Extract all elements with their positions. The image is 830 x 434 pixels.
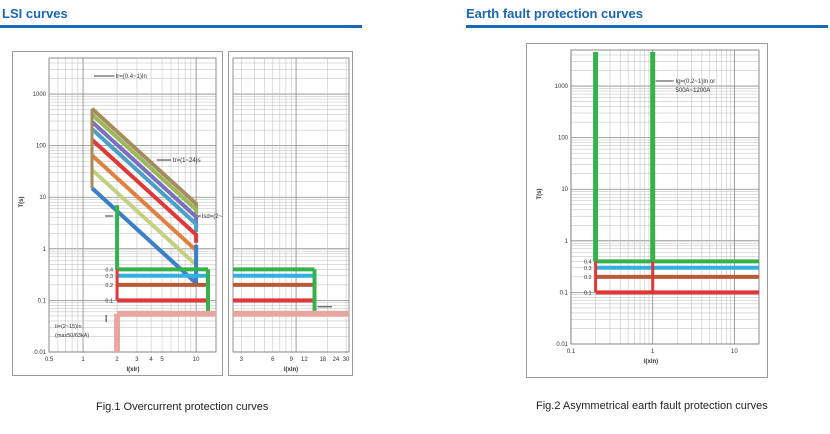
fig2-caption: Fig.2 Asymmetrical earth fault protectio…	[536, 400, 768, 412]
inner-y-label: 0.2	[584, 275, 592, 281]
instantaneous-chart: 3 6 9 12 18 24 30 I(xIn)	[232, 57, 350, 373]
y-tick-label: 1000	[555, 84, 569, 90]
y-tick-label: 100	[36, 144, 47, 150]
x-tick-label: 6	[271, 357, 275, 363]
x-tick-label: 30	[343, 357, 350, 363]
x-tick-label: 1	[651, 349, 655, 355]
y-tick-label: 0.01	[556, 342, 568, 348]
inner-y-label: 0.3	[584, 266, 592, 272]
x-tick-label: 0.1	[567, 349, 576, 355]
inner-y-label: 0.1	[584, 290, 592, 296]
ii-annotation-line1: Ii=(2~15)In	[55, 324, 82, 330]
inner-y-label: 0.2	[105, 283, 113, 289]
x-axis-label: I(xIn)	[284, 367, 298, 373]
lsi-chart: 1000 100 10 1 0.1 0.010.5 1 2 3 4 5 10 I(xIr) T(s) 0.4…	[19, 57, 263, 373]
lsi-plot-frame	[48, 57, 217, 353]
x-tick-label: 12	[301, 357, 308, 363]
x-tick-label: 5	[160, 357, 164, 363]
x-tick-label: 0.5	[45, 357, 54, 363]
y-tick-label: 10	[561, 187, 568, 193]
inst-plot-frame	[232, 57, 350, 353]
y-axis-label: T(s)	[537, 189, 543, 200]
y-tick-label: 10	[39, 195, 46, 201]
right-section-title: Earth fault protection curves	[466, 6, 643, 21]
ir-annotation: Ir=(0.4~1)In	[116, 74, 147, 80]
inner-y-label: 0.4	[105, 267, 113, 273]
inner-y-label: 0.1	[105, 298, 113, 304]
right-section-underline	[466, 25, 828, 28]
y-tick-label: 1	[565, 239, 569, 245]
left-section-title: LSI curves	[2, 6, 68, 21]
x-tick-label: 1	[81, 357, 85, 363]
y-tick-label: 0.1	[560, 290, 569, 296]
ii-annotation-line2: (max50/63kA)	[55, 333, 89, 339]
x-tick-label: 24	[333, 357, 340, 363]
long-time-band	[90, 127, 199, 233]
earth-fault-chart-panel: 1000 100 10 1 0.1 0.01 0.1 1 10 I(xIn) T(s) 0.4 0.3 0…	[526, 43, 768, 378]
inner-y-label: 0.3	[105, 274, 113, 280]
lsi-chart-panel: 1000 100 10 1 0.1 0.01 0.5 1 2 3 4 5 10 I(xIr) T(s) 0.4…	[12, 51, 263, 376]
x-tick-label: 4	[149, 357, 153, 363]
x-tick-label: 9	[290, 357, 294, 363]
y-tick-label: 1	[43, 247, 47, 253]
long-time-band	[90, 168, 199, 267]
tr-annotation: tr=(1~24)s	[173, 158, 201, 164]
y-tick-label: 100	[558, 136, 569, 142]
instantaneous-chart-panel: 3 6 9 12 18 24 30 I(xIn)	[228, 51, 353, 376]
ig-annotation-line2: 500A~1200A	[676, 88, 711, 94]
y-tick-label: 0.1	[38, 298, 47, 304]
ef-plot-frame	[570, 49, 760, 345]
y-tick-label: 0.01	[34, 350, 46, 356]
isd-annotation: Isd=(2~10)Ir(max50kA)	[202, 214, 222, 220]
x-tick-label: 18	[319, 357, 326, 363]
ig-annotation-line1: Ig=(0.2~1)In or	[676, 79, 716, 85]
inner-y-label: 0.4	[584, 259, 592, 265]
x-axis-label: I(xIn)	[644, 359, 658, 365]
fig1-caption: Fig.1 Overcurrent protection curves	[96, 401, 269, 413]
x-tick-label: 3	[135, 357, 139, 363]
x-tick-label: 2	[115, 357, 119, 363]
x-tick-label: 3	[240, 357, 244, 363]
x-tick-label: 10	[193, 357, 200, 363]
x-axis-label: I(xIr)	[126, 367, 139, 373]
y-tick-label: 1000	[33, 92, 47, 98]
x-tick-label: 10	[731, 349, 738, 355]
long-time-band	[90, 138, 199, 243]
left-section-underline	[0, 25, 362, 28]
y-axis-label: T(s)	[19, 197, 25, 208]
